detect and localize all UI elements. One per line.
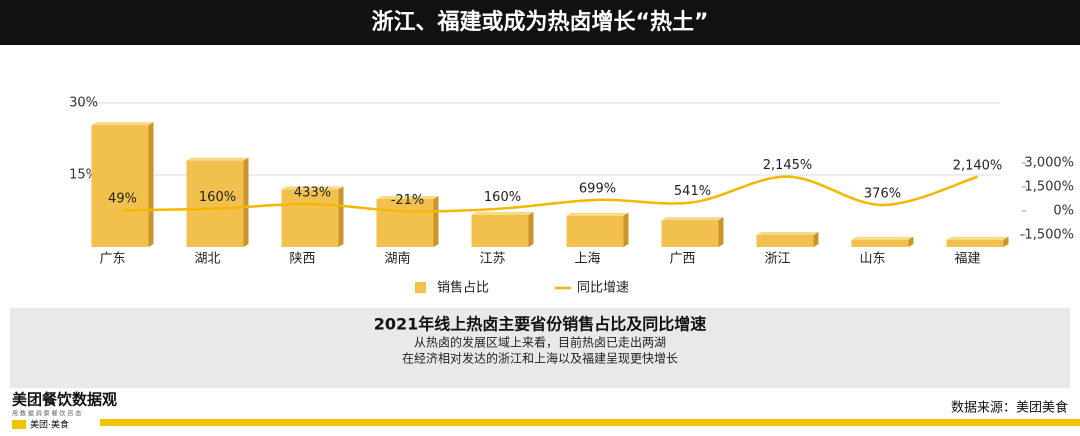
bar-side — [908, 236, 914, 247]
bar-side — [528, 211, 534, 247]
bar — [661, 220, 719, 247]
y2-tick-label: 1,500% — [1024, 180, 1074, 195]
bar — [281, 189, 339, 247]
sub-brand-icon — [12, 420, 26, 429]
data-label: 376% — [864, 186, 901, 201]
x-tick-label: 浙江 — [764, 252, 790, 267]
bar-top — [91, 122, 154, 126]
bar-top — [471, 211, 534, 215]
caption-box — [10, 308, 1070, 388]
x-tick-label: 山东 — [859, 252, 885, 267]
bar-top — [566, 212, 629, 216]
y2-tick-label: 0% — [1053, 204, 1074, 219]
x-tick-label: 湖北 — [194, 252, 220, 267]
y-tick-label: 30% — [69, 96, 98, 111]
bar — [756, 235, 814, 247]
chart-title: 浙江、福建或成为热卤增长“热土” — [372, 9, 709, 35]
bar — [471, 214, 529, 247]
line — [122, 175, 978, 213]
x-tick-label: 上海 — [574, 252, 600, 267]
bar-top — [376, 196, 439, 199]
bar-side — [243, 157, 249, 247]
brand: 美团餐饮数据观 — [12, 391, 117, 409]
bar-top — [281, 186, 344, 190]
legend-label: 销售占比 — [437, 280, 489, 296]
sub-brand: 美团·美食 — [30, 419, 69, 431]
data-label: 49% — [108, 192, 137, 207]
bar-side — [433, 196, 439, 247]
x-tick-label: 湖南 — [384, 251, 410, 267]
bar — [91, 125, 149, 247]
data-label: 541% — [674, 184, 711, 199]
y2-tick-label: 3,000% — [1024, 156, 1074, 171]
y2-tick-label: -1,500% — [1020, 228, 1074, 243]
bar — [946, 239, 1004, 247]
bar-top — [946, 236, 1009, 240]
bar-side — [718, 217, 724, 247]
bar-side — [813, 232, 819, 247]
bar — [851, 239, 909, 247]
data-label: 160% — [199, 190, 236, 205]
legend-label: 同比增速 — [577, 281, 629, 296]
data-label: 2,140% — [953, 158, 1003, 173]
footer-bar — [100, 419, 1080, 426]
x-tick-label: 福建 — [954, 252, 980, 267]
caption-title: 2021年线上热卤主要省份销售占比及同比增速 — [374, 315, 707, 334]
x-tick-label: 陕西 — [289, 252, 315, 267]
bar-top — [756, 232, 819, 235]
bar-side — [1003, 236, 1009, 247]
bar-top — [186, 157, 249, 161]
data-label: 2,145% — [763, 158, 813, 173]
data-label: 160% — [484, 190, 521, 205]
x-tick-label: 广西 — [669, 252, 695, 267]
tagline: 用 数 据 洞 察 餐 饮 百 态 — [12, 410, 81, 418]
bar-side — [338, 186, 344, 247]
bar — [186, 160, 244, 247]
bar-side — [623, 212, 629, 247]
bar — [376, 199, 434, 247]
caption-line: 在经济相对发达的浙江和上海以及福建呈现更快增长 — [402, 351, 678, 366]
bar-side — [148, 122, 154, 247]
y-tick-label: 15% — [69, 168, 98, 183]
bar-top — [661, 217, 724, 221]
data-label: 433% — [294, 186, 331, 201]
title-bar — [0, 0, 1080, 45]
bar-top — [851, 236, 914, 240]
source: 数据来源：美团美食 — [951, 400, 1068, 416]
x-tick-label: 广东 — [99, 252, 125, 267]
legend-swatch — [415, 282, 426, 293]
data-label: -21% — [391, 193, 425, 208]
x-tick-label: 江苏 — [479, 251, 505, 267]
data-label: 699% — [579, 181, 616, 196]
bar — [566, 215, 624, 247]
caption-line: 从热卤的发展区域上来看，目前热卤已走出两湖 — [414, 335, 666, 350]
